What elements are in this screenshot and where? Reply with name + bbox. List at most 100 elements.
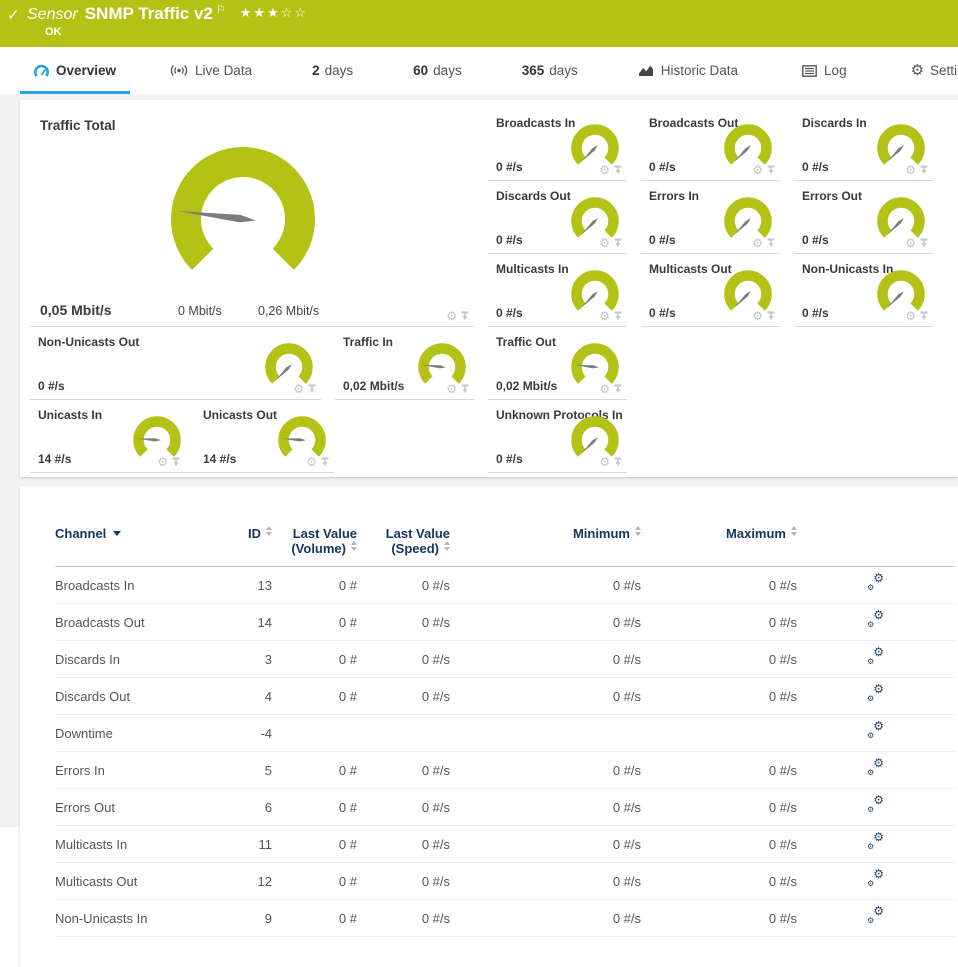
status-ok-check-icon: ✓	[7, 7, 20, 24]
channel-settings-icon[interactable]: ⚙ ⚙	[867, 608, 884, 629]
gauge-scale-min: 0 Mbit/s	[178, 304, 222, 318]
overview-content: Traffic Total 0 Mbit/s 0,26 Mbit/s 0,05 …	[0, 94, 958, 967]
gear-icon[interactable]: ⚙	[157, 455, 168, 469]
sensor-status-text: OK	[45, 26, 62, 38]
gear-icon[interactable]: ⚙	[905, 163, 916, 177]
gauge-dial	[571, 270, 619, 311]
gauge-dial	[571, 197, 619, 238]
channel-settings-icon[interactable]: ⚙ ⚙	[867, 756, 884, 777]
gauge-tile-traffic-total: Traffic Total 0 Mbit/s 0,26 Mbit/s 0,05 …	[30, 108, 474, 327]
pin-icon[interactable]	[460, 311, 470, 322]
gauge-dial	[724, 124, 772, 165]
column-header-id[interactable]: ID	[205, 526, 272, 567]
sensor-titlebar: ✓ Sensor SNMP Traffic v2 ⚐ ★★★☆☆ OK	[0, 0, 958, 47]
sort-updown-icon	[266, 526, 272, 536]
sort-desc-icon	[113, 531, 122, 536]
area-chart-icon	[638, 65, 653, 76]
gear-icon[interactable]: ⚙	[752, 236, 763, 250]
tab-settings[interactable]: ⚙ Settings	[910, 62, 958, 79]
object-kind-label: Sensor	[27, 6, 78, 23]
gear-icon[interactable]: ⚙	[905, 236, 916, 250]
log-list-icon	[802, 64, 817, 77]
gear-icon[interactable]: ⚙	[599, 309, 610, 323]
gear-icon[interactable]: ⚙	[752, 309, 763, 323]
gear-icon[interactable]: ⚙	[905, 309, 916, 323]
gear-icon[interactable]: ⚙	[599, 163, 610, 177]
gauge-dial	[265, 343, 313, 384]
traffic-total-gauge	[171, 147, 315, 270]
pin-icon[interactable]	[613, 311, 623, 322]
pin-icon[interactable]	[613, 457, 623, 468]
pin-icon[interactable]	[919, 311, 929, 322]
gear-icon[interactable]: ⚙	[446, 382, 457, 396]
table-row-broadcasts-out: Broadcasts Out 14 0 # 0 #/s 0 #/s 0 #/s …	[55, 603, 955, 641]
sort-updown-icon	[444, 541, 450, 551]
pin-icon[interactable]	[613, 384, 623, 395]
pin-icon[interactable]	[766, 311, 776, 322]
pin-icon[interactable]	[171, 457, 181, 468]
sensor-tabbar: Overview Live Data 2 days 60 days 365 da…	[0, 47, 958, 94]
gauge-dial	[724, 270, 772, 311]
channel-settings-icon[interactable]: ⚙ ⚙	[867, 904, 884, 925]
gear-icon[interactable]: ⚙	[446, 309, 457, 323]
gear-icon[interactable]: ⚙	[599, 382, 610, 396]
table-row-downtime: Downtime -4 ⚙ ⚙	[55, 714, 955, 752]
tab-2-days[interactable]: 2 days	[312, 63, 354, 78]
flag-icon[interactable]: ⚐	[215, 4, 226, 16]
pin-icon[interactable]	[320, 457, 330, 468]
tab-live-data[interactable]: Live Data	[156, 47, 266, 94]
gear-icon[interactable]: ⚙	[599, 236, 610, 250]
pin-icon[interactable]	[919, 238, 929, 249]
gauge-tile-non-unicasts-out: Non-Unicasts Out 0 #/s ⚙	[30, 327, 321, 400]
table-row-discards-in: Discards In 3 0 # 0 #/s 0 #/s 0 #/s ⚙ ⚙	[55, 640, 955, 678]
table-row-broadcasts-in: Broadcasts In 13 0 # 0 #/s 0 #/s 0 #/s ⚙…	[55, 566, 955, 604]
pin-icon[interactable]	[307, 384, 317, 395]
pin-icon[interactable]	[766, 165, 776, 176]
gear-icon[interactable]: ⚙	[752, 163, 763, 177]
gauges-panel: Traffic Total 0 Mbit/s 0,26 Mbit/s 0,05 …	[20, 100, 958, 477]
gauge-tile-multicasts-out: Multicasts Out 0 #/s ⚙	[641, 254, 780, 327]
gauge-tile-errors-in: Errors In 0 #/s ⚙	[641, 181, 780, 254]
gauge-tile-discards-out: Discards Out 0 #/s ⚙	[488, 181, 627, 254]
gear-icon[interactable]: ⚙	[293, 382, 304, 396]
gear-icon[interactable]: ⚙	[306, 455, 317, 469]
column-header-last-value-speed[interactable]: Last Value (Speed)	[357, 526, 450, 567]
gauge-tile-unknown-protocols-in: Unknown Protocols In 0 #/s ⚙	[488, 400, 627, 473]
channel-settings-icon[interactable]: ⚙ ⚙	[867, 571, 884, 592]
gear-icon[interactable]: ⚙	[599, 455, 610, 469]
pin-icon[interactable]	[766, 238, 776, 249]
gauge-tile-unicasts-in: Unicasts In 14 #/s ⚙	[30, 400, 321, 473]
tab-historic-data[interactable]: Historic Data	[624, 47, 752, 94]
pin-icon[interactable]	[613, 165, 623, 176]
gauge-dial	[571, 343, 619, 384]
tab-60-days[interactable]: 60 days	[413, 63, 462, 78]
column-header-minimum[interactable]: Minimum	[450, 526, 641, 567]
channel-settings-icon[interactable]: ⚙ ⚙	[867, 793, 884, 814]
gauge-dial	[877, 197, 925, 238]
column-header-maximum[interactable]: Maximum	[641, 526, 797, 567]
pin-icon[interactable]	[919, 165, 929, 176]
pin-icon[interactable]	[460, 384, 470, 395]
priority-stars[interactable]: ★★★☆☆	[239, 5, 309, 20]
sort-updown-icon	[351, 541, 357, 551]
broadcast-icon	[170, 65, 188, 76]
channel-settings-icon[interactable]: ⚙ ⚙	[867, 682, 884, 703]
gauge-tile-discards-in: Discards In 0 #/s ⚙	[794, 108, 933, 181]
sensor-title: SNMP Traffic v2	[84, 4, 213, 23]
channel-settings-icon[interactable]: ⚙ ⚙	[867, 645, 884, 666]
gauge-dial	[571, 416, 619, 457]
channel-settings-icon[interactable]: ⚙ ⚙	[867, 830, 884, 851]
tab-overview[interactable]: Overview	[20, 47, 131, 94]
channel-settings-icon[interactable]: ⚙ ⚙	[867, 719, 884, 740]
gauge-tile-errors-out: Errors Out 0 #/s ⚙	[794, 181, 933, 254]
channel-table-panel: Channel ID Last Value (Volume) Last Value…	[20, 486, 958, 967]
column-header-last-value-volume[interactable]: Last Value (Volume)	[272, 526, 357, 567]
tab-365-days[interactable]: 365 days	[521, 63, 578, 78]
column-header-channel[interactable]: Channel	[55, 526, 205, 567]
gauge-tile-multicasts-in: Multicasts In 0 #/s ⚙	[488, 254, 627, 327]
gauge-tile-non-unicasts-in: Non-Unicasts In 0 #/s ⚙	[794, 254, 933, 327]
pin-icon[interactable]	[613, 238, 623, 249]
channel-settings-icon[interactable]: ⚙ ⚙	[867, 867, 884, 888]
gauge-value: 0,05 Mbit/s	[40, 302, 112, 318]
tab-log[interactable]: Log	[788, 47, 861, 94]
